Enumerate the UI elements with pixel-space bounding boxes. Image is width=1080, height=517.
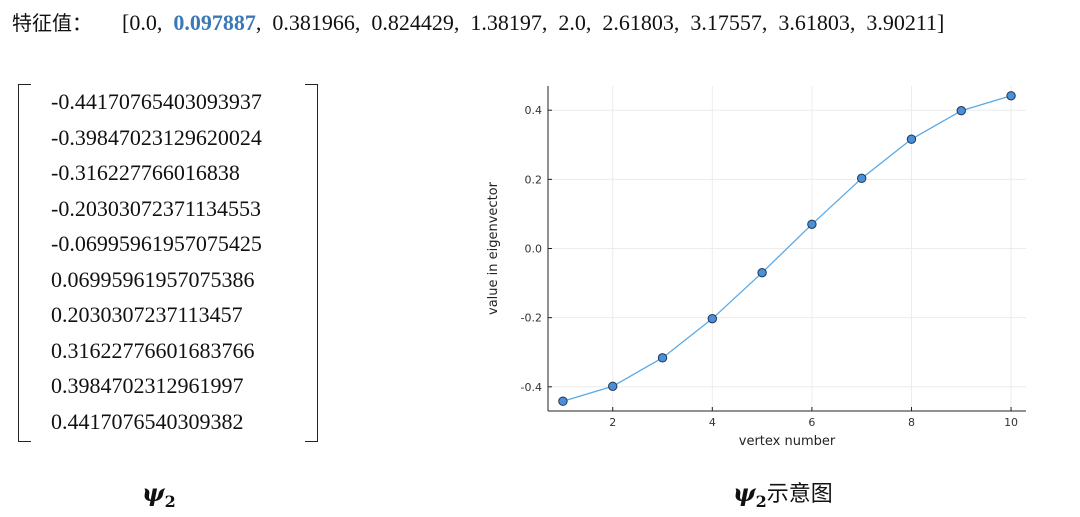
data-point bbox=[558, 396, 568, 406]
y-axis-title: value in eigenvector bbox=[486, 181, 501, 315]
data-point bbox=[657, 353, 668, 363]
x-tick-label: 2 bbox=[609, 416, 616, 429]
eigenvalue-separator: , bbox=[761, 10, 779, 35]
eigenvalue-separator: , bbox=[354, 10, 372, 35]
data-point bbox=[757, 268, 767, 278]
eigenvector-entry: -0.06995961957075425 bbox=[51, 231, 262, 256]
eigenvector-entry: 0.31622776601683766 bbox=[51, 337, 255, 363]
eigenvalue-separator: , bbox=[541, 10, 559, 35]
eigenvalue-separator: , bbox=[453, 10, 471, 35]
series-line bbox=[562, 95, 1012, 402]
eigenvalue-separator: , bbox=[156, 10, 174, 35]
data-point bbox=[807, 219, 817, 229]
eigenvalue-separator: , bbox=[585, 10, 603, 35]
eigenvector-entry: -0.39847023129620024 bbox=[51, 124, 262, 150]
psi-symbol: ψ bbox=[142, 478, 165, 507]
eigenvalues-close-bracket: ] bbox=[937, 10, 945, 35]
eigenvector-entry: 0.2030307237113457 bbox=[51, 302, 243, 327]
y-tick-label: 0.4 bbox=[525, 104, 543, 117]
psi-subscript: 2 bbox=[164, 491, 176, 511]
eigenvalues-open-bracket: [ bbox=[122, 10, 130, 35]
eigenvalue: 1.38197 bbox=[470, 10, 542, 35]
psi-symbol: ψ bbox=[733, 478, 756, 507]
eigenvalues-line: 特征值： [0.0, 0.097887, 0.381966, 0.824429, … bbox=[12, 6, 944, 40]
eigenvalues-label: 特征值： bbox=[12, 11, 92, 35]
eigenvector-entry: 0.06995961957075386 bbox=[51, 266, 255, 292]
eigenvalue: 3.61803 bbox=[778, 10, 850, 35]
data-point bbox=[608, 381, 618, 391]
eigenvalue-separator: , bbox=[849, 10, 867, 35]
data-point bbox=[1006, 91, 1016, 101]
chart-caption: ψ2示意图 bbox=[733, 478, 833, 517]
eigenvector-chart: 2 4 6 8 10 -0.4 -0.2 0.0 0.2 0.4 vertex number valu… bbox=[486, 86, 1026, 449]
y-tick-label: -0.4 bbox=[521, 381, 542, 394]
eigenvalue-separator: , bbox=[673, 10, 691, 35]
x-tick-label: 4 bbox=[709, 416, 716, 429]
data-point bbox=[956, 106, 966, 116]
eigenvalue: 0.824429 bbox=[371, 10, 454, 35]
x-axis-title: vertex number bbox=[739, 434, 836, 449]
left-bracket bbox=[18, 84, 31, 442]
eigenvalues-list: 0.0, 0.097887, 0.381966, 0.824429, 1.381… bbox=[129, 10, 937, 35]
eigenvalue: 3.17557 bbox=[690, 10, 762, 35]
data-point bbox=[707, 313, 718, 324]
psi-subscript: 2 bbox=[755, 491, 767, 511]
x-tick-label: 6 bbox=[808, 416, 815, 429]
eigenvalue: 3.90211 bbox=[866, 10, 938, 35]
eigenvalue: 0.381966 bbox=[272, 10, 355, 35]
x-tick-label: 10 bbox=[1004, 416, 1018, 429]
eigenvalue-highlighted: 0.097887 bbox=[173, 10, 256, 35]
eigenvector-entry: -0.20303072371134553 bbox=[51, 195, 262, 221]
eigenvector-entry: -0.316227766016838 bbox=[51, 160, 240, 185]
y-tick-label: 0.2 bbox=[525, 173, 543, 186]
eigenvalue: 2.61803 bbox=[602, 10, 674, 35]
right-bracket bbox=[305, 84, 318, 442]
data-point bbox=[856, 173, 867, 184]
eigenvector-column: -0.44170765403093937 -0.39847023129620024… bbox=[18, 84, 318, 442]
eigenvalue: 0.0 bbox=[129, 10, 157, 35]
eigenvector-entry: 0.4417076540309382 bbox=[51, 408, 244, 434]
eigenvalue: 2.0 bbox=[558, 10, 586, 35]
vector-caption: ψ2 bbox=[142, 478, 176, 517]
y-tick-label: -0.2 bbox=[521, 312, 542, 325]
data-point bbox=[906, 134, 917, 144]
eigenvalue-separator: , bbox=[255, 10, 273, 35]
x-tick-label: 8 bbox=[908, 416, 915, 429]
y-tick-label: 0.0 bbox=[525, 243, 543, 256]
eigenvector-entry: -0.44170765403093937 bbox=[51, 89, 262, 114]
eigenvector-entry: 0.3984702312961997 bbox=[51, 373, 244, 398]
chart-caption-text: 示意图 bbox=[766, 482, 833, 507]
